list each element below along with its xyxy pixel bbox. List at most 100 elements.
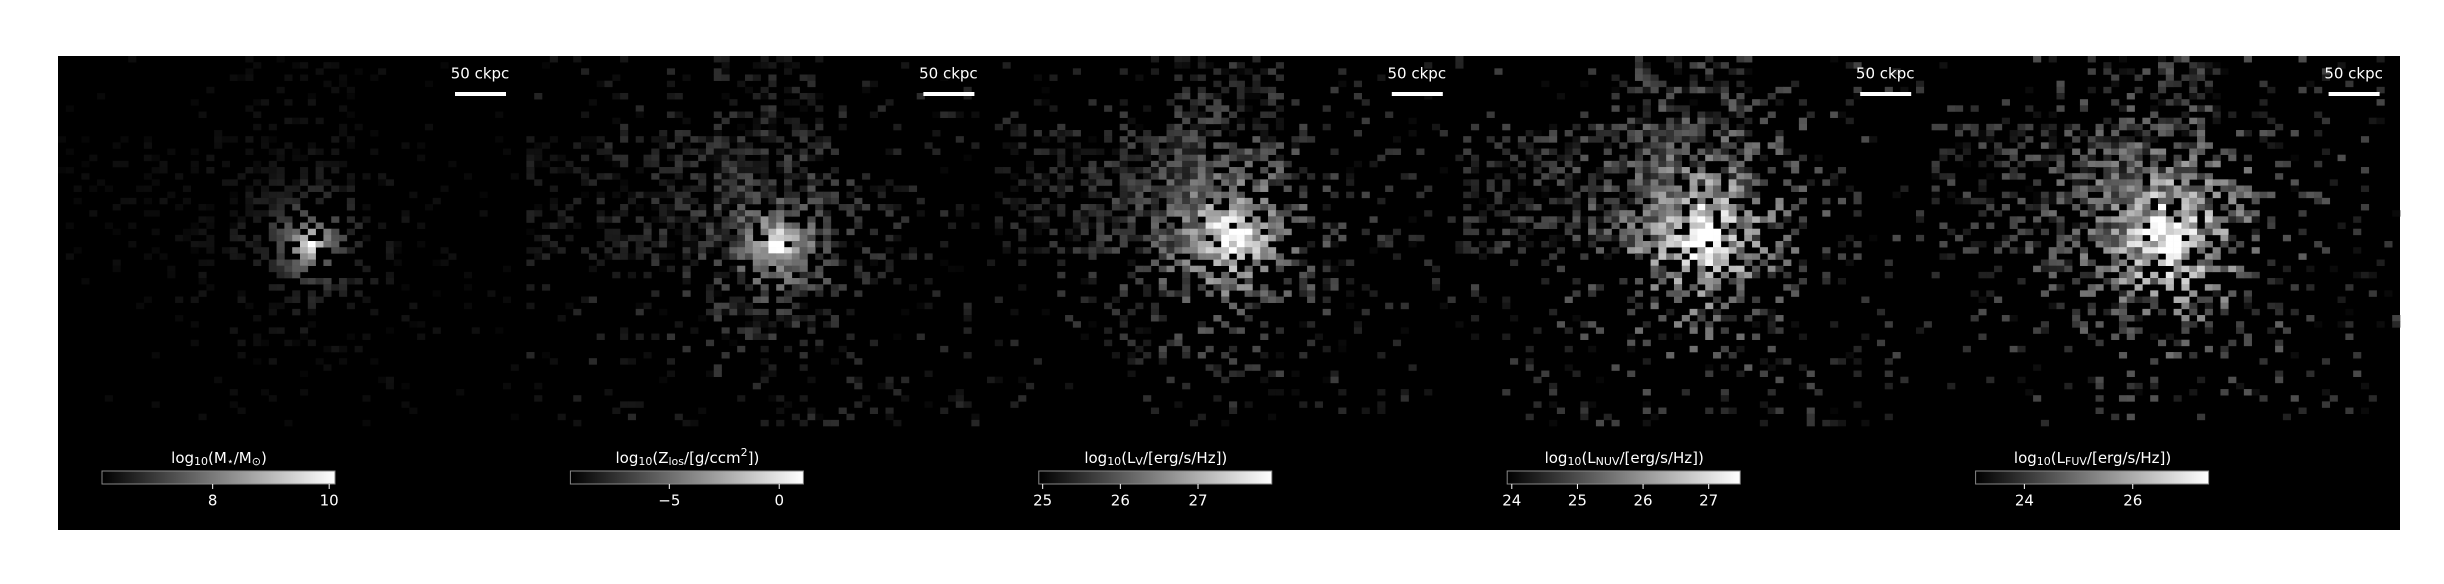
pixel (1182, 204, 1191, 211)
pixel (1244, 234, 1253, 242)
colorbar-tick-label: 24 (1502, 492, 1521, 510)
pixel (1603, 234, 1612, 242)
pixel (2017, 345, 2026, 353)
pixel (276, 234, 285, 242)
pixel (791, 321, 800, 328)
pixel (2298, 253, 2307, 260)
pixel (1814, 154, 1823, 162)
pixel (2189, 68, 2198, 75)
pixel (1994, 247, 2003, 254)
pixel (346, 185, 355, 192)
pixel (1611, 136, 1620, 143)
pixel (1673, 160, 1683, 168)
pixel (2173, 154, 2182, 162)
pixel (807, 216, 816, 223)
pixel (1307, 339, 1316, 347)
pixel (1135, 154, 1144, 162)
pixel (385, 327, 394, 334)
pixel (1455, 321, 1464, 328)
pixel (1338, 339, 1347, 347)
pixel (401, 315, 410, 322)
pixel (1166, 130, 1175, 137)
pixel (2111, 265, 2120, 273)
pixel (339, 247, 348, 254)
pixel (1736, 105, 1745, 112)
pixel (253, 315, 262, 322)
pixel (1517, 197, 1526, 205)
pixel (1697, 241, 1706, 248)
pixel (268, 265, 277, 273)
pixel (752, 130, 761, 137)
pixel (1119, 216, 1128, 223)
pixel (901, 253, 910, 260)
pixel (1681, 290, 1690, 297)
pixel (2251, 271, 2260, 279)
pixel (729, 185, 738, 192)
pixel (1736, 167, 1745, 174)
pixel (2134, 167, 2143, 174)
pixel (534, 142, 543, 149)
pixel (651, 241, 660, 248)
pixel (2118, 142, 2128, 149)
pixel (799, 302, 808, 310)
pixel (2165, 130, 2174, 137)
pixel (737, 210, 746, 217)
pixel (1830, 407, 1839, 415)
pixel (89, 210, 98, 217)
pixel (2314, 130, 2323, 137)
pixel (2290, 185, 2299, 192)
pixel (2111, 185, 2120, 192)
pixel (2072, 179, 2081, 186)
pixel (323, 290, 332, 297)
pixel (659, 228, 668, 236)
pixel (1174, 136, 1183, 143)
pixel (1510, 204, 1519, 211)
pixel (2126, 296, 2135, 303)
pixel (1705, 284, 1714, 291)
pixel (1275, 389, 1284, 396)
pixel (1010, 142, 1019, 149)
pixel (2118, 191, 2128, 199)
pixel (2197, 62, 2206, 69)
pixel (1229, 259, 1238, 266)
pixel (1861, 419, 1870, 427)
pixel (1525, 130, 1534, 137)
pixel (557, 210, 566, 217)
pixel (1775, 296, 1784, 303)
pixel (1580, 80, 1589, 88)
pixel (1221, 86, 1230, 94)
pixel (2134, 241, 2143, 248)
pixel (1252, 364, 1261, 371)
scale-bar-label: 50 ckpc (919, 65, 978, 83)
pixel (698, 173, 707, 180)
pixel (1939, 62, 1948, 69)
pixel (2181, 247, 2190, 254)
pixel (1580, 401, 1589, 408)
pixel (1158, 290, 1167, 297)
pixel (1666, 290, 1675, 297)
pixel (1072, 210, 1081, 217)
pixel (2134, 185, 2143, 192)
pixel (752, 197, 761, 205)
pixel (752, 327, 761, 334)
pixel (1166, 241, 1175, 248)
pixel (2157, 148, 2167, 155)
pixel (1143, 339, 1152, 347)
pixel (666, 241, 676, 248)
pixel (1549, 167, 1558, 174)
pixel (1619, 216, 1628, 223)
pixel (1010, 308, 1019, 316)
pixel (120, 160, 129, 168)
pixel (596, 222, 605, 229)
pixel (1463, 191, 1472, 199)
colorbar-label-part: /M (234, 449, 252, 467)
pixel (620, 247, 629, 254)
pixel (1533, 136, 1542, 143)
pixel (1806, 413, 1815, 421)
pixel (713, 234, 722, 242)
pixel (1752, 99, 1761, 106)
pixel (1080, 278, 1089, 285)
pixel (268, 173, 277, 180)
pixel (776, 228, 785, 236)
pixel (721, 74, 730, 81)
